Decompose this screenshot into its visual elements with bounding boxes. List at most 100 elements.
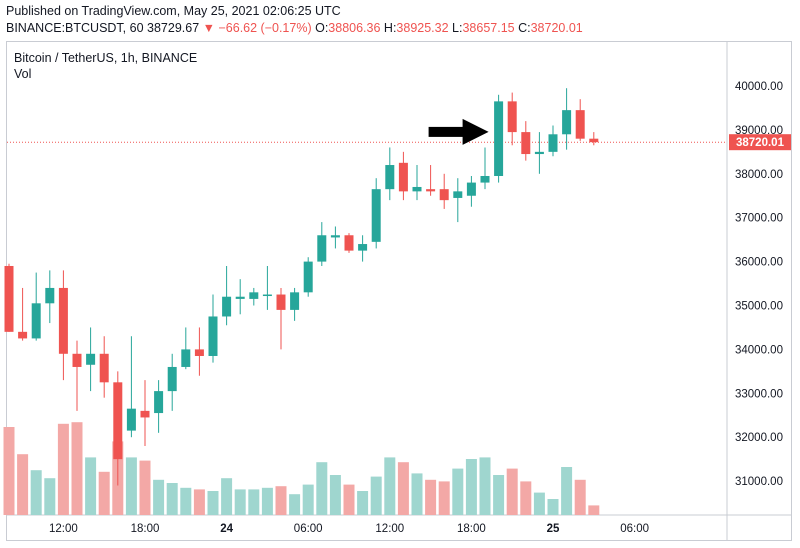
- candle-body: [126, 408, 136, 431]
- volume-bar: [57, 423, 69, 515]
- time-tick-label: 24: [220, 523, 233, 535]
- volume-bar: [533, 492, 545, 515]
- volume-bar: [30, 470, 42, 515]
- volume-bar: [193, 489, 205, 515]
- price-tick-label: 31000.00: [735, 476, 783, 488]
- volume-bar: [289, 494, 301, 515]
- candle-body: [249, 292, 259, 299]
- low-value: 38657.15: [462, 21, 515, 35]
- candle-body: [385, 165, 395, 190]
- volume-bar: [547, 499, 559, 515]
- candle-body: [358, 244, 368, 251]
- volume-legend: Vol: [14, 67, 32, 81]
- candle-body: [317, 235, 327, 262]
- close-label: C:: [518, 21, 531, 35]
- candle-body: [466, 182, 476, 196]
- volume-bar: [520, 481, 532, 515]
- candle-body: [262, 294, 272, 297]
- last-price: 38729.67: [147, 21, 200, 35]
- low-label: L:: [452, 21, 463, 35]
- candle-body: [181, 349, 191, 367]
- published-caption: Published on TradingView.com, May 25, 20…: [6, 4, 341, 18]
- candle-body: [86, 353, 96, 365]
- open-value: 38806.36: [328, 21, 381, 35]
- candle-body: [426, 189, 436, 192]
- time-tick-label: 06:00: [620, 523, 649, 535]
- volume-bar: [17, 454, 29, 515]
- volume-bar: [261, 487, 273, 515]
- time-tick-label: 18:00: [131, 523, 160, 535]
- price-tick-label: 32000.00: [735, 432, 783, 444]
- candle-body: [344, 235, 354, 251]
- volume-bar: [465, 459, 477, 515]
- candle-body: [194, 349, 204, 356]
- candle-body: [398, 162, 408, 192]
- candle-body: [4, 265, 14, 332]
- volume-bar: [343, 484, 355, 515]
- candle-body: [113, 382, 123, 460]
- arrow-icon: [462, 118, 489, 145]
- price-tick-label: 40000.00: [735, 81, 783, 93]
- candle-body: [154, 391, 164, 414]
- change-value: ▼ −66.62 (−0.17%): [202, 21, 312, 35]
- candle-body: [439, 189, 449, 201]
- price-tick-label: 33000.00: [735, 388, 783, 400]
- last-price-label: 38720.01: [736, 137, 785, 149]
- candle-body: [208, 316, 218, 356]
- volume-bar: [574, 479, 586, 515]
- volume-bar: [85, 457, 97, 515]
- price-tick-label: 39000.00: [735, 125, 783, 137]
- volume-bar: [411, 473, 423, 515]
- open-label: O:: [315, 21, 329, 35]
- volume-bar: [180, 487, 192, 515]
- volume-bar: [248, 489, 260, 515]
- candle-body: [507, 101, 517, 133]
- candle-body: [534, 151, 544, 155]
- time-tick-label: 12:00: [49, 523, 78, 535]
- high-label: H:: [383, 21, 397, 35]
- volume-bar: [506, 468, 518, 515]
- candle-body: [412, 186, 422, 192]
- price-tick-label: 36000.00: [735, 257, 783, 269]
- candle-body: [58, 287, 68, 354]
- candle-body: [330, 235, 340, 238]
- volume-bar: [221, 478, 233, 515]
- candle-body: [521, 132, 531, 155]
- volume-bar: [166, 483, 178, 515]
- symbol-label: BINANCE:BTCUSDT, 60: [6, 21, 144, 35]
- volume-bar: [452, 468, 464, 515]
- volume-bar: [98, 471, 110, 515]
- candle-body: [303, 261, 313, 293]
- candle-body: [276, 294, 286, 310]
- volume-bar: [44, 478, 56, 515]
- volume-bar: [357, 491, 369, 515]
- volume-bar: [302, 484, 314, 515]
- price-tick-label: 38000.00: [735, 169, 783, 181]
- volume-bar: [397, 462, 409, 515]
- candle-body: [222, 296, 232, 317]
- candle-body: [589, 138, 599, 143]
- time-tick-label: 18:00: [457, 523, 486, 535]
- candle-body: [18, 331, 28, 339]
- volume-bar: [370, 476, 382, 515]
- time-tick-label: 12:00: [375, 523, 404, 535]
- volume-bar: [561, 467, 573, 515]
- volume-bar: [207, 491, 219, 515]
- volume-bar: [71, 422, 83, 515]
- candle-body: [548, 134, 558, 152]
- candle-body: [167, 366, 177, 392]
- candle-body: [480, 175, 490, 183]
- candle-body: [45, 287, 55, 304]
- volume-bar: [139, 460, 151, 515]
- candle-body: [562, 110, 572, 135]
- arrow-shaft: [428, 126, 465, 137]
- high-value: 38925.32: [396, 21, 449, 35]
- candle-body: [453, 191, 463, 198]
- volume-bar: [234, 489, 246, 515]
- time-tick-label: 06:00: [294, 523, 323, 535]
- price-tick-label: 37000.00: [735, 213, 783, 225]
- candle-body: [290, 292, 300, 310]
- candle-body: [235, 296, 245, 299]
- volume-bar: [493, 475, 505, 515]
